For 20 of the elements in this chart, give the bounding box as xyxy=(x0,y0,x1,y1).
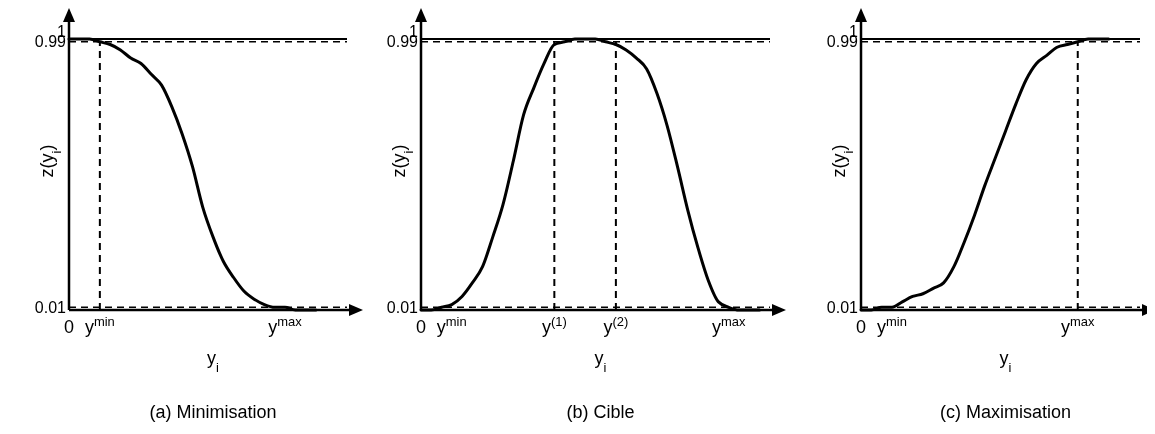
x-tick-label: y$^{min}$ xyxy=(877,313,907,337)
x-tick-label: y$^{max}$ xyxy=(1061,313,1095,337)
text: (a) Minimisation xyxy=(149,402,277,422)
x-tick-label: 0 xyxy=(855,317,867,337)
x-tick-label: y$^{(1)}$ xyxy=(541,313,567,337)
x-tick-label: y$^{max}$ xyxy=(268,313,303,337)
y-tick-label: 0.01 xyxy=(826,298,859,316)
x-tick-label: y$^{min}$ xyxy=(84,313,115,337)
x-axis-title: y$_{i}$ xyxy=(594,348,607,375)
y-tick-label: 0.01 xyxy=(34,298,67,316)
x-tick-label: y$^{max}$ xyxy=(711,313,746,337)
x-axis-title: y$_{i}$ xyxy=(999,348,1012,375)
x-tick-label: y$^{min}$ xyxy=(436,313,467,337)
text: (c) Maximisation xyxy=(939,402,1072,422)
x-axis-title: y$_{i}$ xyxy=(207,348,219,375)
x-tick-label: 0 xyxy=(415,317,427,337)
x-tick-label: y$^{(2)}$ xyxy=(603,313,629,337)
text: (b) Cible xyxy=(566,402,635,422)
y-tick-label: 0.01 xyxy=(386,298,419,316)
x-tick-label: 0 xyxy=(63,317,75,337)
